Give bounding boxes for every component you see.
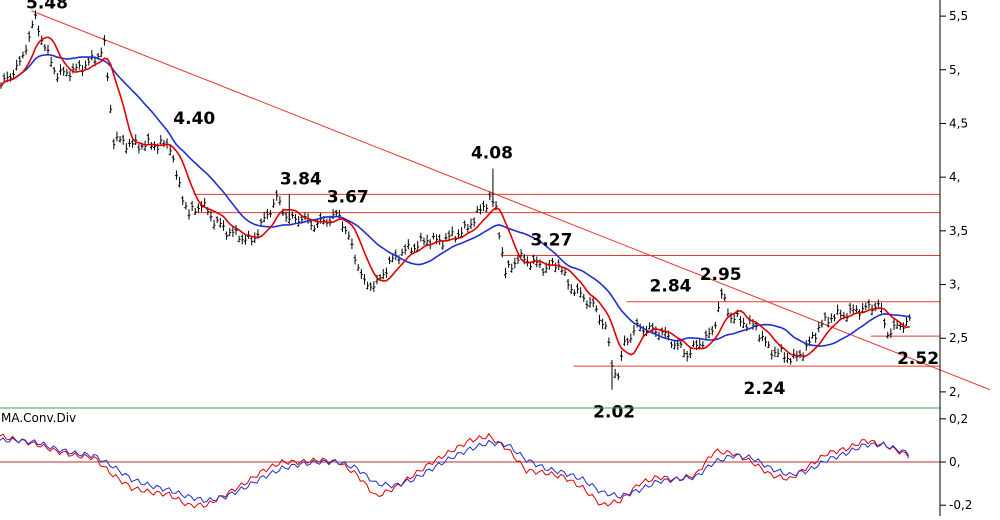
annotation-label: 2.02 (593, 403, 635, 423)
annotation-label: 2.24 (744, 379, 786, 399)
annotation-label: 3.67 (327, 188, 369, 208)
y-tick-label: 4, (949, 170, 960, 184)
trendline (31, 10, 991, 391)
y-tick-label: 4,5 (949, 116, 968, 130)
annotation-label: 2.84 (650, 277, 692, 297)
y-axis: 2, 2,5 3, 3,5 4, 4,5 5, 5,5 0,2 0, -0,2 (940, 9, 972, 512)
annotation-label: 4.40 (173, 109, 215, 129)
y-tick-label: 2, (949, 385, 960, 399)
y-tick-label: 5,5 (949, 9, 968, 23)
y-tick-label: 3,5 (949, 224, 968, 238)
ma-fast-line (0, 36, 910, 358)
y-tick-label: 5, (949, 63, 960, 77)
price-panel: 5.48 4.40 3.843.67 4.08 3.27 2.84 2.95 2.02 2.24… (0, 0, 991, 423)
annotation-label: 4.08 (471, 144, 513, 164)
y-tick-label: 0,2 (949, 412, 968, 426)
y-tick-label: -0,2 (949, 498, 972, 512)
annotation-label: 3.27 (530, 231, 572, 251)
annotation-label: 2.52 (897, 349, 939, 369)
macd-line (0, 432, 910, 509)
annotation-label: 2.95 (700, 265, 742, 285)
y-tick-label: 2,5 (949, 331, 968, 345)
y-tick-label: 3, (949, 278, 960, 292)
signal-line (0, 437, 910, 503)
annotation-label: 5.48 (26, 0, 68, 13)
ma-slow-line (0, 53, 910, 347)
indicator-panel (0, 432, 940, 509)
y-tick-label: 0, (949, 455, 960, 469)
annotation-label: 3.84 (280, 169, 322, 189)
indicator-label: MA.Conv.Div (1, 411, 76, 425)
